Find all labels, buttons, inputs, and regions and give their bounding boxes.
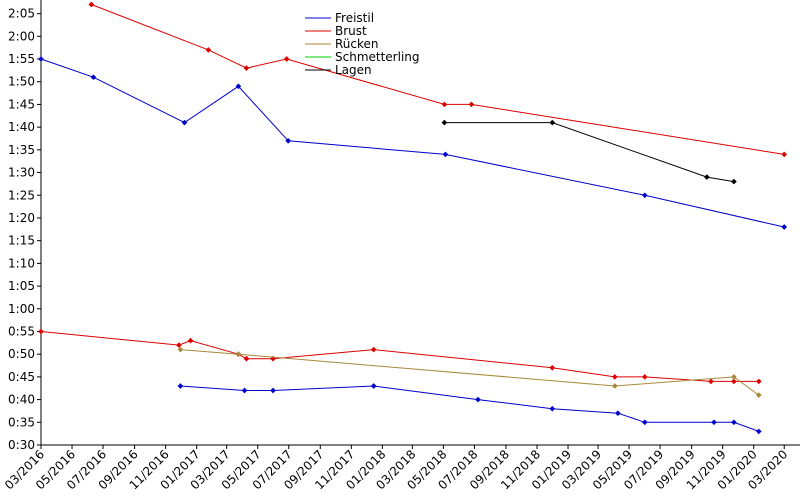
data-point: [468, 101, 475, 108]
data-point: [755, 428, 762, 435]
data-point: [176, 342, 182, 348]
data-point: [641, 374, 648, 380]
series-brust-3: [38, 328, 762, 385]
legend-item: Rücken: [335, 37, 379, 51]
y-tick-label: 1:35: [8, 143, 35, 157]
data-point: [731, 419, 737, 426]
series-lagen-5: [441, 119, 737, 185]
data-point: [549, 364, 556, 371]
series-freistil-0: [38, 56, 788, 230]
data-point: [243, 65, 250, 71]
series-layer: [38, 1, 788, 435]
data-point: [615, 410, 621, 417]
data-point: [90, 74, 97, 81]
data-point: [781, 151, 788, 158]
legend-item: Freistil: [335, 11, 374, 25]
legend-item: Schmetterling: [335, 50, 420, 64]
series-rcken-4: [177, 346, 762, 398]
y-tick-label: 1:45: [8, 97, 35, 111]
y-tick-label: 0:50: [8, 347, 35, 361]
data-point: [177, 383, 184, 389]
y-tick-label: 0:55: [8, 324, 35, 338]
data-point: [285, 137, 292, 144]
legend-item: Lagen: [335, 63, 372, 77]
y-tick-label: 1:20: [8, 211, 35, 225]
data-point: [549, 405, 556, 412]
data-point: [177, 346, 184, 353]
data-point: [475, 396, 481, 403]
data-point: [781, 224, 788, 230]
y-tick-label: 1:25: [8, 188, 35, 202]
data-point: [442, 151, 449, 158]
data-point: [704, 174, 710, 180]
y-tick-label: 0:40: [8, 393, 35, 407]
series-brust-1: [88, 1, 788, 158]
y-tick-label: 1:05: [8, 279, 35, 293]
data-point: [270, 387, 276, 394]
data-point: [549, 119, 556, 126]
data-point: [187, 337, 194, 344]
data-point: [243, 355, 250, 362]
y-tick-label: 0:35: [8, 415, 35, 429]
legend-item: Brust: [335, 24, 367, 38]
data-point: [731, 378, 737, 385]
series-line: [444, 122, 734, 183]
y-tick-label: 1:10: [8, 256, 35, 270]
y-tick-label: 1:15: [8, 234, 35, 248]
series-line: [40, 58, 785, 228]
data-point: [641, 419, 648, 426]
series-freistil-2: [177, 383, 762, 435]
y-tick-label: 1:30: [8, 166, 35, 180]
data-point: [731, 178, 737, 185]
data-point: [441, 119, 448, 126]
data-point: [708, 378, 714, 385]
y-tick-label: 1:55: [8, 52, 35, 66]
data-point: [370, 346, 377, 353]
data-point: [755, 392, 762, 398]
y-tick-label: 0:45: [8, 370, 35, 384]
data-point: [370, 383, 377, 389]
y-tick-label: 1:40: [8, 120, 35, 134]
data-point: [641, 192, 648, 199]
y-tick-label: 2:05: [8, 7, 35, 21]
data-point: [441, 101, 448, 108]
data-point: [181, 119, 188, 126]
data-point: [731, 374, 737, 380]
y-tick-label: 2:00: [8, 29, 35, 43]
y-tick-label: 0:30: [8, 438, 35, 452]
data-point: [711, 419, 717, 426]
data-point: [235, 351, 242, 358]
data-point: [611, 383, 618, 389]
data-point: [611, 374, 618, 380]
y-tick-label: 1:00: [8, 302, 35, 316]
y-tick-label: 1:50: [8, 75, 35, 89]
data-point: [755, 378, 762, 385]
data-point: [235, 83, 242, 90]
data-point: [241, 387, 248, 394]
